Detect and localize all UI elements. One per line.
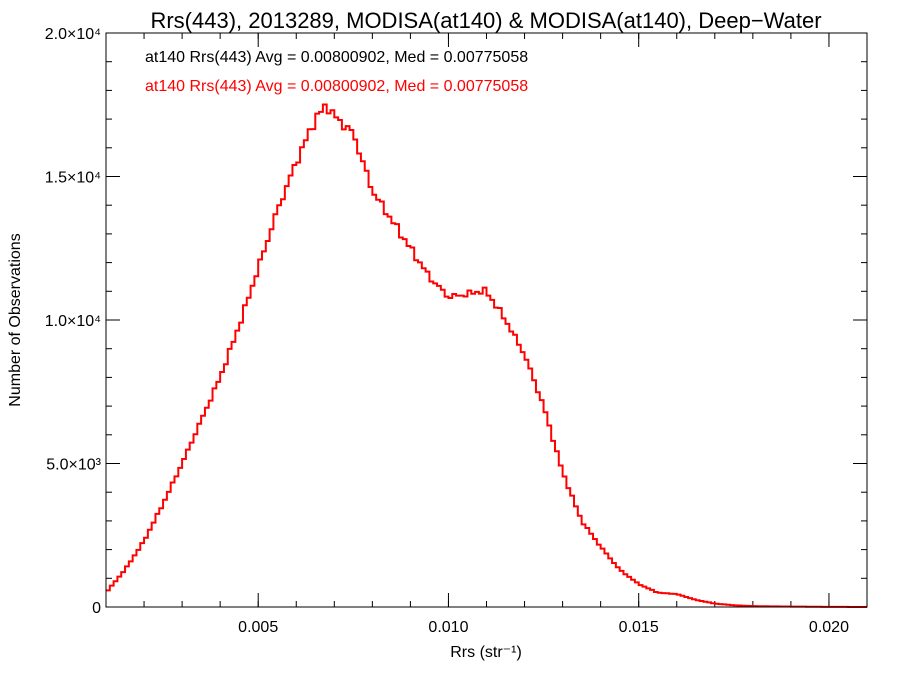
legend-entry-red: at140 Rrs(443) Avg = 0.00800902, Med = 0… — [145, 78, 528, 95]
plot-frame — [105, 32, 868, 608]
x-tick-label: 0.015 — [619, 619, 659, 636]
y-tick-label: 1.5×10⁴ — [45, 170, 101, 187]
chart-title: Rrs(443), 2013289, MODISA(at140) & MODIS… — [150, 8, 821, 33]
y-tick-label: 0 — [92, 600, 101, 617]
axis-ticks — [105, 32, 868, 608]
series-layer — [106, 103, 867, 608]
y-tick-label: 2.0×10⁴ — [45, 26, 101, 43]
x-tick-label: 0.010 — [428, 619, 468, 636]
x-axis-label: Rrs (str⁻¹) — [450, 644, 522, 661]
histogram-series-line — [106, 103, 867, 608]
x-tick-label: 0.020 — [809, 619, 849, 636]
legend-entry-black: at140 Rrs(443) Avg = 0.00800902, Med = 0… — [145, 49, 528, 66]
y-axis-label: Number of Observations — [7, 233, 24, 406]
y-tick-label: 1.0×10⁴ — [45, 313, 101, 330]
tick-labels: 0.005 0.010 0.015 0.020 0 5.0×10³ 1.0×10⁴ 1.5×1… — [45, 26, 849, 636]
y-tick-label: 5.0×10³ — [46, 457, 101, 474]
x-tick-label: 0.005 — [238, 619, 278, 636]
